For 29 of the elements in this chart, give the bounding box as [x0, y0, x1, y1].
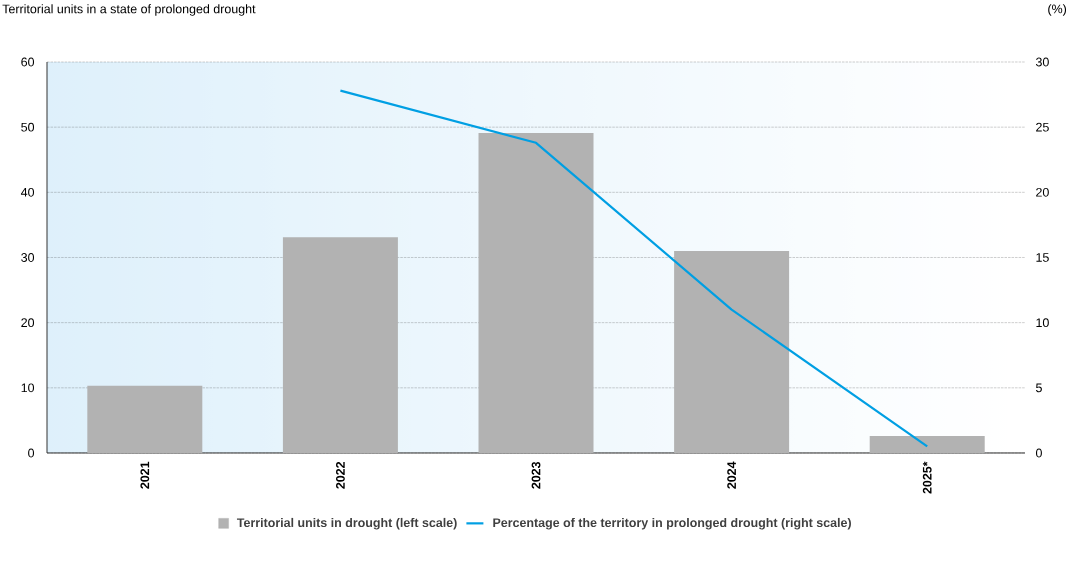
x-tick-label: 2025*: [922, 461, 932, 494]
y2-axis-title: (%): [1048, 4, 1067, 16]
y2-tick-label: 0: [1035, 448, 1042, 458]
bar: [869, 436, 985, 453]
y-tick-label: 10: [21, 383, 35, 393]
legend-label: Territorial units in drought (left scale): [236, 517, 457, 530]
bar: [87, 385, 203, 453]
line-series: [339, 89, 929, 448]
y-tick-label: 60: [21, 57, 35, 67]
bar: [282, 237, 398, 453]
x-tick-label: 2022: [336, 461, 345, 489]
y2-tick-label: 30: [1035, 57, 1049, 67]
y2-tick-label: 5: [1035, 383, 1042, 393]
bar: [478, 133, 594, 453]
y-tick-label: 50: [21, 122, 35, 132]
y-tick-label: 30: [21, 253, 35, 262]
x-tick-label: 2021: [140, 461, 150, 489]
y2-tick-label: 10: [1036, 318, 1049, 328]
y2-tick-label: 20: [1036, 187, 1049, 197]
y-tick-label: 40: [20, 187, 35, 197]
y-tick-label: 20: [21, 318, 35, 328]
x-tick-label: 2023: [531, 461, 541, 489]
y-tick-label: 0: [28, 448, 35, 458]
bar: [674, 250, 790, 453]
chart-subtitle: Territorial units in a state of prolonged drought: [2, 4, 256, 16]
x-tick-label: 2024: [727, 461, 737, 489]
y2-tick-label: 15: [1036, 253, 1049, 262]
legend-label: Percentage of the territory in prolonged drought (right scale): [493, 517, 851, 530]
y2-tick-label: 25: [1036, 122, 1049, 132]
